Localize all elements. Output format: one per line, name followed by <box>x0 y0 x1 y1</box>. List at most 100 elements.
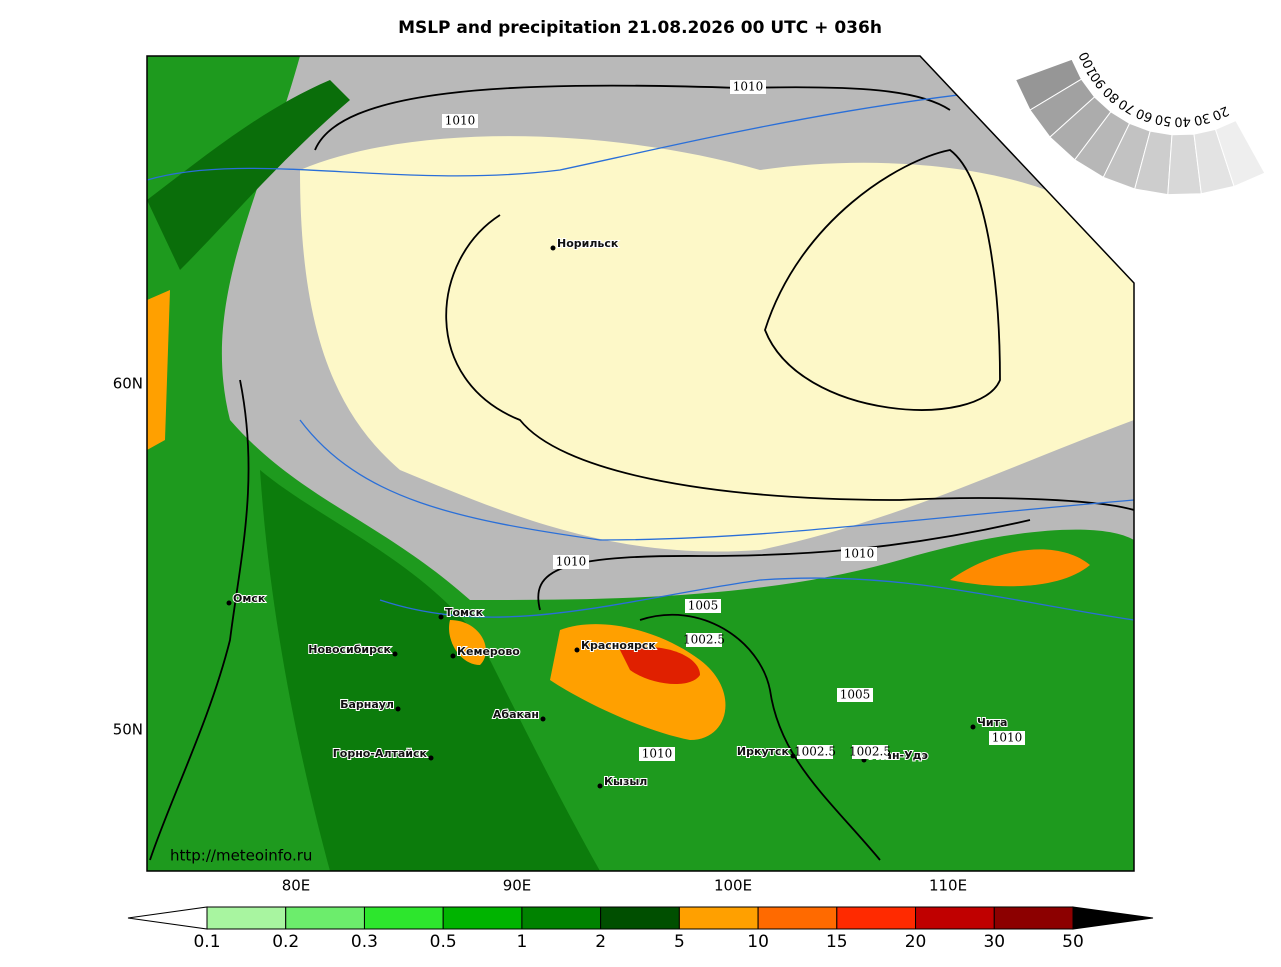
isobar-label-box <box>686 633 722 647</box>
isobar-label-box <box>685 599 721 613</box>
cloud-scale-label: 50 <box>1154 111 1173 129</box>
heavy-precip <box>620 646 700 685</box>
source-url: http://meteoinfo.ru <box>170 847 312 865</box>
city-label: Омск <box>233 592 266 605</box>
colorbar-label: 10 <box>747 932 769 952</box>
colorbar-segment <box>836 906 917 930</box>
cloud-scale-label: 20 <box>1210 102 1231 122</box>
colorbar-label: 2 <box>595 932 606 952</box>
isobars <box>149 84 1134 861</box>
colorbar-segment <box>285 906 365 930</box>
colorbar-label: 50 <box>1062 932 1084 952</box>
isobar-label-box <box>852 745 888 759</box>
lat-label: 50N <box>113 721 143 739</box>
isobar-label: 1002.5 <box>849 745 891 759</box>
colorbar-segment <box>206 906 287 930</box>
clear-area <box>300 136 1134 552</box>
precip-band <box>147 80 350 270</box>
colorbar-segment <box>915 906 995 930</box>
isobar-label-box <box>989 731 1025 745</box>
city-dot <box>550 245 556 251</box>
city-label: Кемерово <box>457 645 520 658</box>
city-label: Томск <box>445 606 484 619</box>
colorbar-segment <box>442 906 523 930</box>
title: MSLP and precipitation 21.08.2026 00 UTC… <box>398 18 882 38</box>
colorbar-label: 15 <box>826 932 848 952</box>
map-area <box>147 56 1134 871</box>
cloud-scale-label: 40 <box>1174 113 1191 128</box>
isobar-label: 1005 <box>840 688 871 702</box>
city-dot <box>392 651 398 657</box>
lat-label: 60N <box>113 375 143 393</box>
city-dot <box>574 647 580 653</box>
city-dot <box>395 706 401 712</box>
city-label: Иркутск <box>737 745 790 758</box>
lon-label: 80E <box>282 877 311 895</box>
city-label: Норильск <box>557 237 619 250</box>
colorbar-low <box>127 906 208 930</box>
colorbar-label: 0.1 <box>193 932 220 952</box>
isobar-label: 1005 <box>688 599 719 613</box>
map-frame <box>146 55 1135 872</box>
city-label: Абакан <box>493 708 539 721</box>
lon-label: 110E <box>929 877 967 895</box>
heavy-precip <box>550 624 726 740</box>
isobar-label: 1010 <box>445 114 476 128</box>
cloud-scale-label: 60 <box>1134 105 1155 125</box>
city-dot <box>450 653 456 659</box>
isobar-label-box <box>730 80 766 94</box>
isobar-label: 1002.5 <box>794 745 836 759</box>
isotherms <box>147 79 1134 621</box>
colorbar-label: 1 <box>516 932 527 952</box>
city-label: Горно-Алтайск <box>333 747 428 760</box>
isobar-label: 1002.5 <box>683 633 725 647</box>
isobar-label-box <box>553 555 589 569</box>
heavy-precip <box>449 620 486 665</box>
colorbar-label: 5 <box>674 932 685 952</box>
isobar-label-box <box>442 114 478 128</box>
city-label: Барнаул <box>340 698 394 711</box>
isobar-label-box <box>841 547 877 561</box>
colorbar-high <box>1072 906 1154 930</box>
city-dot <box>428 755 434 761</box>
heavy-precip <box>950 549 1090 587</box>
city-dot <box>438 614 444 620</box>
cloud-scale-label: 30 <box>1192 109 1211 127</box>
colorbar-segment <box>678 906 759 930</box>
colorbar-segment <box>363 906 444 930</box>
colorbar-label: 0.5 <box>430 932 457 952</box>
isobar-label: 1010 <box>556 555 587 569</box>
colorbar-label: 0.2 <box>272 932 299 952</box>
precip-area <box>260 470 600 871</box>
isobar-label-box <box>837 688 873 702</box>
city-dot <box>597 783 603 789</box>
city-label: Кызыл <box>604 775 647 788</box>
colorbar-segment <box>521 906 602 930</box>
lon-label: 100E <box>714 877 752 895</box>
isobar-label: 1010 <box>733 80 764 94</box>
cloud-scale-segment <box>1214 119 1266 188</box>
city-label: Новосибирск <box>308 643 391 656</box>
colorbar-label: 20 <box>905 932 927 952</box>
cloud-scale-label: 70 <box>1116 95 1138 116</box>
isobar-label: 1010 <box>992 731 1023 745</box>
lon-label: 90E <box>503 877 532 895</box>
city-dot <box>970 724 976 730</box>
colorbar-segment <box>600 906 680 930</box>
city-dot <box>540 716 546 722</box>
isobar-label-box <box>639 747 675 761</box>
isobar-label-box <box>797 745 833 759</box>
city-label: Чита <box>977 716 1007 729</box>
heavy-precip <box>147 290 170 450</box>
city-dot <box>226 600 232 606</box>
colorbar-segment <box>993 906 1074 930</box>
isobar-label: 1010 <box>844 547 875 561</box>
colorbar-segment <box>757 906 838 930</box>
colorbar-label: 0.3 <box>351 932 378 952</box>
colorbar-label: 30 <box>983 932 1005 952</box>
city-label: Красноярск <box>581 639 656 652</box>
isobar-label: 1010 <box>642 747 673 761</box>
city-dot <box>790 753 796 759</box>
